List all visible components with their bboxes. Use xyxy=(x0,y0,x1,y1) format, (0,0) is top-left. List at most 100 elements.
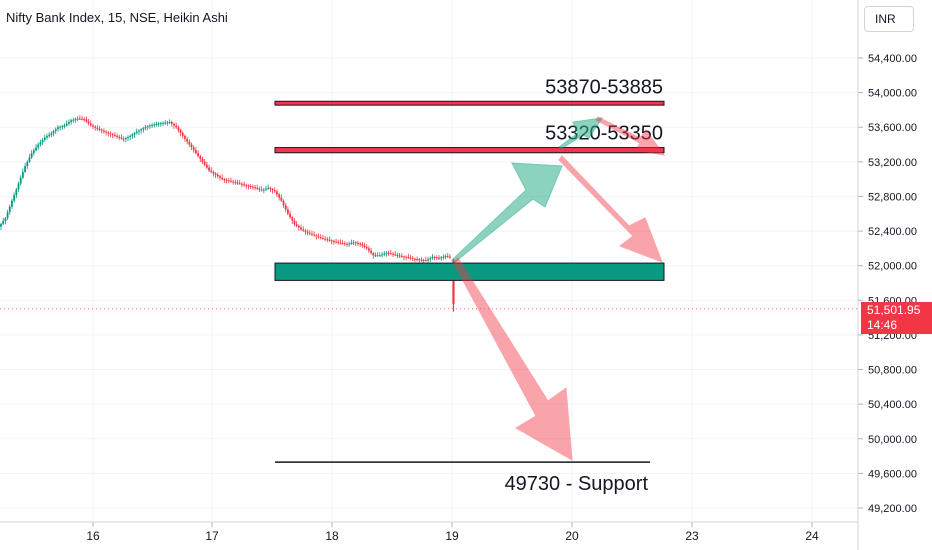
candle-body xyxy=(300,227,302,230)
bar-countdown: 14:46 xyxy=(867,318,898,332)
arrow-up-2 xyxy=(558,117,604,150)
candle-body xyxy=(57,127,59,130)
candle-body xyxy=(153,124,156,126)
candle-body xyxy=(105,131,108,133)
candle-body xyxy=(243,184,245,186)
candle-body xyxy=(210,170,213,172)
candle-body xyxy=(249,186,252,188)
y-tick-label: 52,800.00 xyxy=(868,191,917,203)
candle-body xyxy=(302,229,305,231)
candle-body xyxy=(162,122,164,124)
candle-body xyxy=(157,123,160,125)
candle-body xyxy=(315,235,318,237)
candle-body xyxy=(352,242,355,244)
candle-body xyxy=(203,161,206,165)
candle-body xyxy=(96,127,99,129)
candle-body xyxy=(11,200,13,207)
candle-body xyxy=(67,122,70,124)
candle-body xyxy=(61,126,64,128)
candle-body xyxy=(54,129,57,132)
candle-body xyxy=(247,185,250,187)
currency-button[interactable]: INR xyxy=(864,6,914,32)
candle-body xyxy=(357,242,359,244)
candle-body xyxy=(122,138,125,140)
candle-body xyxy=(89,123,92,126)
x-tick-label: 20 xyxy=(565,529,579,543)
candle-body xyxy=(411,258,414,260)
candle-body xyxy=(48,134,51,137)
candle-body xyxy=(241,183,243,185)
candle-body xyxy=(409,257,412,259)
price-axis[interactable]: 54,400.00 54,000.00 53,600.00 53,200.00 52,8… xyxy=(857,0,917,550)
candle-body xyxy=(103,130,105,132)
candle-body xyxy=(24,166,26,172)
candle-body xyxy=(438,257,440,259)
candle-body xyxy=(313,234,316,236)
candle-body xyxy=(50,133,53,135)
chart-title: Nifty Bank Index, 15, NSE, Heikin Ashi xyxy=(6,10,228,25)
resistance-label: 53870-53885 xyxy=(545,76,663,98)
candle-body xyxy=(205,164,208,168)
candle-body xyxy=(392,253,394,255)
candle-body xyxy=(403,256,405,258)
candle-body xyxy=(440,257,443,259)
candle-body xyxy=(245,184,248,186)
candle-body xyxy=(273,190,276,192)
arrow-down-right xyxy=(558,155,663,263)
time-axis[interactable]: 16 17 18 19 20 23 24 xyxy=(0,521,858,543)
candle-body xyxy=(98,128,101,130)
candle-body xyxy=(282,200,285,206)
candle-body xyxy=(308,232,311,234)
candle-body xyxy=(389,253,392,255)
candle-body xyxy=(324,238,327,240)
arrow-down-small xyxy=(595,116,666,156)
candle-body xyxy=(59,126,62,128)
candle-body xyxy=(216,174,219,177)
candle-body xyxy=(164,122,167,124)
candle-body xyxy=(159,123,162,125)
candle-body xyxy=(319,237,322,239)
candle-body xyxy=(39,142,42,145)
candle-body xyxy=(142,128,145,130)
candle-body xyxy=(87,121,90,124)
candle-body xyxy=(6,212,9,219)
candle-body xyxy=(109,133,112,135)
last-price-tag: 51,501.95 14:46 xyxy=(861,302,932,334)
candle-body xyxy=(120,137,123,139)
candle-body xyxy=(92,125,94,127)
y-tick-label: 53,600.00 xyxy=(868,122,917,134)
candle-body xyxy=(330,240,333,242)
candle-body xyxy=(238,183,241,185)
candle-body xyxy=(276,191,278,195)
candle-body xyxy=(30,153,33,158)
candle-body xyxy=(363,245,366,247)
candle-body xyxy=(232,181,235,183)
candle-body xyxy=(431,257,434,259)
candle-body xyxy=(107,132,110,134)
y-tick-label: 50,000.00 xyxy=(868,434,917,446)
candle-body xyxy=(221,177,224,180)
candle-body xyxy=(83,119,86,121)
candle-body xyxy=(435,257,438,259)
candle-body xyxy=(94,126,97,128)
candle-body xyxy=(295,224,298,226)
y-tick-label: 54,400.00 xyxy=(868,53,917,65)
candle-body xyxy=(177,127,180,131)
candle-body xyxy=(354,242,357,244)
candle-body xyxy=(43,137,46,140)
candle-body xyxy=(258,188,261,190)
candle-body xyxy=(170,122,173,124)
candle-body xyxy=(173,123,175,126)
candle-body xyxy=(127,137,129,139)
candle-body xyxy=(116,135,118,137)
candle-body xyxy=(335,241,337,243)
candle-body xyxy=(256,187,259,189)
candle-body xyxy=(278,194,281,198)
candle-body xyxy=(197,153,199,157)
candle-body xyxy=(254,187,256,189)
candle-body xyxy=(199,156,202,159)
candle-body xyxy=(195,150,197,154)
candle-body xyxy=(372,253,375,256)
